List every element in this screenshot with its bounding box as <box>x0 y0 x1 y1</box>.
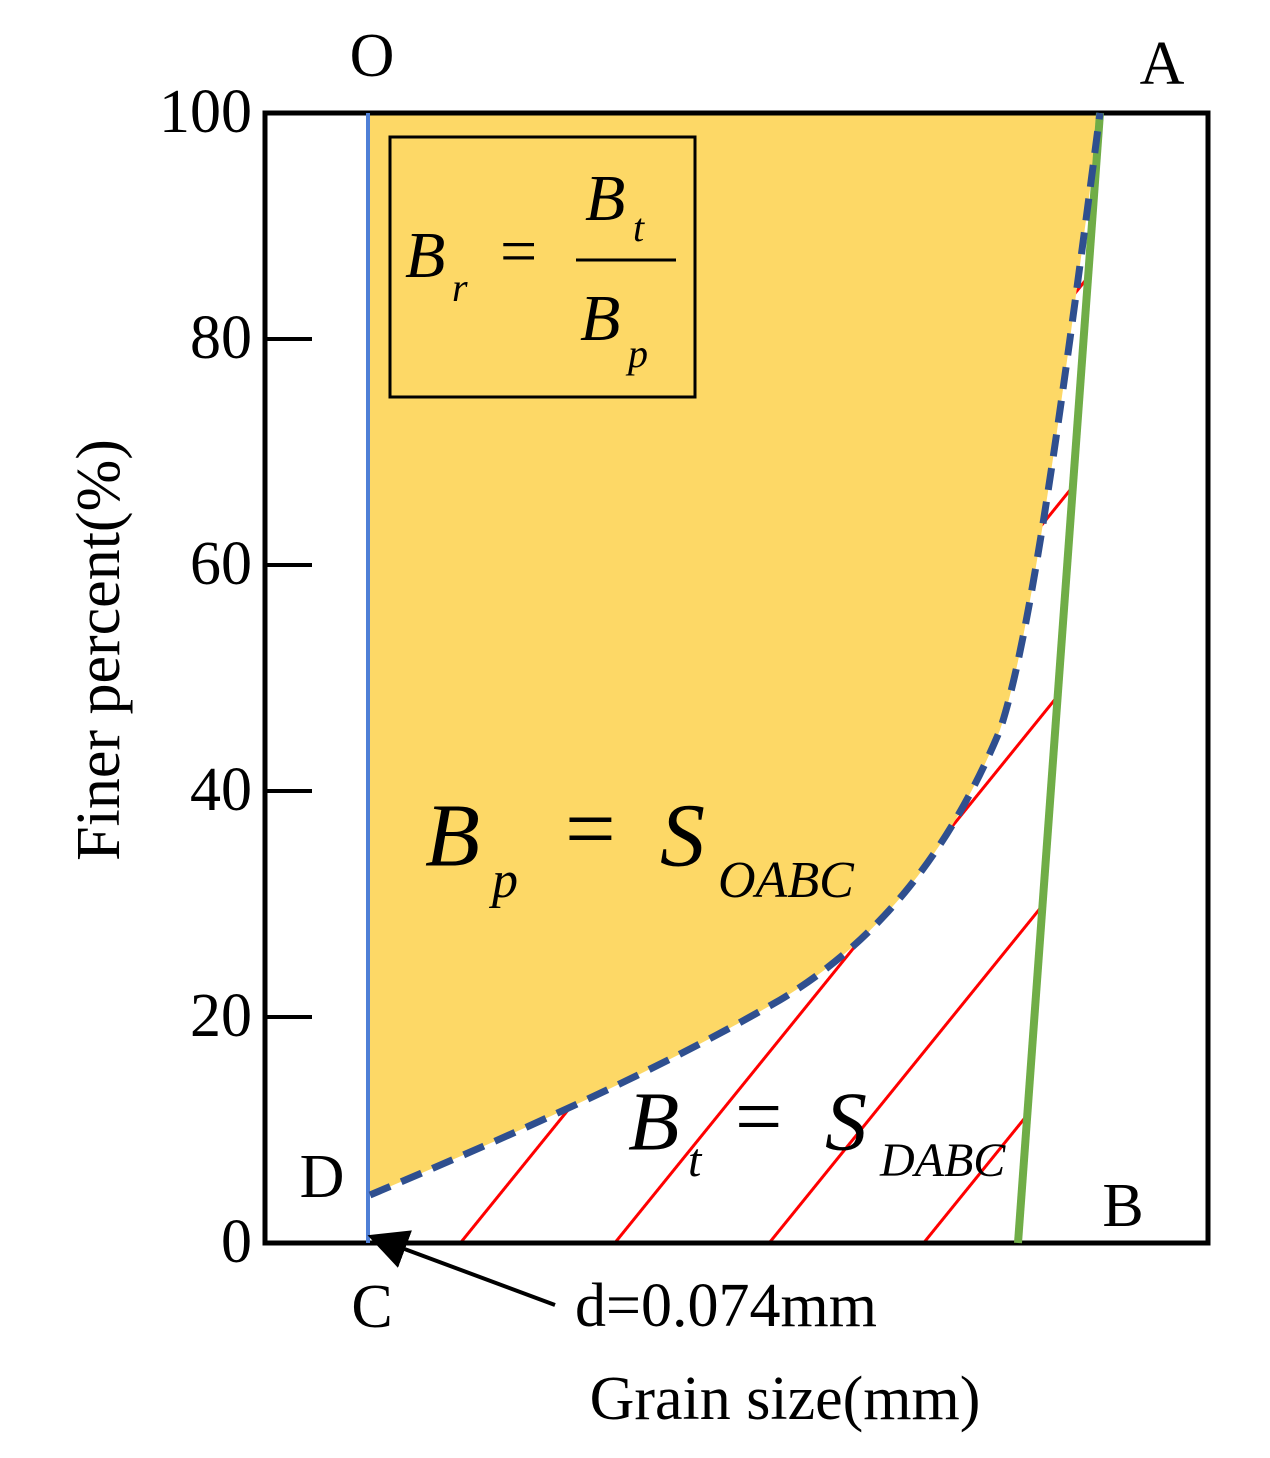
annotation-arrow <box>367 1230 556 1307</box>
symbol: B <box>425 787 480 886</box>
x-axis-label: Grain size(mm) <box>590 1365 981 1433</box>
plot-frame <box>262 110 1211 1246</box>
point-label: C <box>351 1273 392 1341</box>
subscript: t <box>633 205 645 250</box>
annotation: d=0.074mm <box>575 1272 877 1340</box>
equals: = <box>735 1070 782 1163</box>
ratio-formula: B r = B t B p <box>405 162 648 376</box>
subscript: t <box>688 1134 703 1187</box>
grading-curve <box>368 112 1104 1199</box>
y-tick-label: 60 <box>190 530 252 598</box>
symbol: B <box>585 162 625 235</box>
equals: = <box>565 780 616 879</box>
symbol: S <box>825 1075 867 1168</box>
symbol: B <box>580 282 620 355</box>
point-label: A <box>1140 30 1185 98</box>
equals: = <box>500 215 537 288</box>
y-axis-label: Finer percent(%) <box>65 439 133 861</box>
y-axis: 0 20 40 60 80 100 <box>159 78 312 1276</box>
subscript: DABC <box>879 1134 1006 1187</box>
subscript: p <box>488 852 518 909</box>
point-label: B <box>1102 1172 1143 1240</box>
formula-box <box>388 135 697 399</box>
bp-area <box>368 113 1100 1195</box>
y-tick-label: 40 <box>190 756 252 824</box>
subscript: r <box>452 265 468 310</box>
subscript: OABC <box>718 852 855 909</box>
bt-formula: B t = S DABC <box>628 1070 1006 1187</box>
y-tick-label: 20 <box>190 982 252 1050</box>
symbol: B <box>405 219 445 292</box>
y-tick-label: 100 <box>159 78 252 146</box>
point-label: D <box>300 1143 345 1211</box>
y-tick-label: 0 <box>221 1208 252 1276</box>
ab-line <box>1014 112 1104 1244</box>
subscript: p <box>625 331 648 376</box>
symbol: S <box>660 787 705 886</box>
point-label: O <box>350 22 395 90</box>
symbol: B <box>628 1075 679 1168</box>
bp-formula: B p = S OABC <box>425 780 855 909</box>
y-tick-label: 80 <box>190 304 252 372</box>
